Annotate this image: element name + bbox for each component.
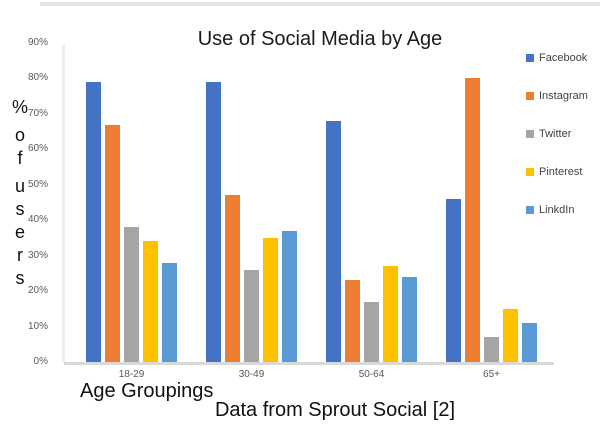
legend-label: Facebook (539, 52, 588, 64)
bar-facebook-65+ (446, 199, 461, 362)
y-axis-line (62, 45, 65, 362)
y-tick-label: 40% (27, 214, 48, 225)
y-tick-label: 60% (27, 143, 48, 154)
y-axis-label-char: e (14, 222, 25, 242)
bar-instagram-18-29 (105, 125, 120, 362)
legend-swatch-icon (526, 92, 534, 100)
legend-swatch-icon (526, 130, 534, 138)
y-axis-label-char: s (15, 199, 25, 219)
legend-label: LinkdIn (539, 204, 575, 216)
x-tick-label: 65+ (483, 369, 500, 380)
y-axis-label-char: u (14, 176, 25, 196)
x-tick-label: 30-49 (238, 369, 265, 380)
bar-facebook-30-49 (206, 82, 221, 362)
bar-facebook-50-64 (326, 121, 341, 362)
source-note: Data from Sprout Social [2] (214, 399, 456, 421)
bar-instagram-65+ (465, 78, 480, 362)
legend-entry-pinterest: Pinterest (526, 166, 588, 178)
legend-swatch-icon (526, 206, 534, 214)
y-axis-ticks: 0% 10% 20% 30% 40% 50% 60% 70% 80% 90% (0, 0, 50, 433)
y-tick-label: 30% (27, 250, 48, 261)
y-tick-label: 70% (27, 108, 48, 119)
y-axis-label-char: f (17, 148, 23, 168)
legend: Facebook Instagram Twitter Pinterest LinkdIn (526, 52, 588, 242)
bar-linkdin-65+ (522, 323, 537, 362)
bar-pinterest-50-64 (383, 266, 398, 362)
y-tick-label: 50% (27, 179, 48, 190)
top-divider-line (40, 2, 600, 6)
y-axis-label: % o f u s e r s (8, 96, 32, 290)
x-tick-label: 50-64 (358, 369, 385, 380)
bar-cluster-30-49: 30-49 (206, 82, 297, 380)
bar-twitter-30-49 (244, 270, 259, 362)
bar-linkdin-30-49 (282, 231, 297, 362)
plot-area: 18-29 30-49 50-64 65+ (62, 43, 554, 380)
legend-label: Instagram (539, 90, 588, 102)
bar-cluster-18-29: 18-29 (86, 82, 177, 380)
legend-label: Twitter (539, 128, 572, 140)
legend-swatch-icon (526, 168, 534, 176)
y-tick-label: 20% (27, 285, 48, 296)
bar-cluster-65+: 65+ (446, 78, 537, 380)
bar-twitter-18-29 (124, 227, 139, 362)
x-tick-label: 18-29 (118, 369, 145, 380)
bar-twitter-65+ (484, 337, 499, 362)
x-axis-title: Age Groupings (80, 380, 214, 402)
y-axis-label-char: r (17, 245, 23, 265)
y-tick-label: 0% (33, 356, 48, 367)
bar-facebook-18-29 (86, 82, 101, 362)
legend-entry-twitter: Twitter (526, 128, 588, 140)
y-tick-label: 80% (27, 72, 48, 83)
legend-swatch-icon (526, 54, 534, 62)
bar-cluster-50-64: 50-64 (326, 121, 417, 380)
legend-entry-linkdin: LinkdIn (526, 204, 588, 216)
y-axis-label-char: s (15, 268, 25, 288)
bar-linkdin-50-64 (402, 277, 417, 362)
y-tick-label: 10% (27, 321, 48, 332)
bar-pinterest-18-29 (143, 241, 158, 362)
bar-linkdin-18-29 (162, 263, 177, 362)
bar-instagram-50-64 (345, 280, 360, 362)
legend-entry-instagram: Instagram (526, 90, 588, 102)
bar-pinterest-65+ (503, 309, 518, 362)
bar-instagram-30-49 (225, 195, 240, 362)
bar-pinterest-30-49 (263, 238, 278, 362)
bar-twitter-50-64 (364, 302, 379, 362)
y-axis-label-char: o (14, 125, 25, 145)
y-tick-label: 90% (27, 37, 48, 48)
chart-title: Use of Social Media by Age (197, 28, 443, 50)
y-axis-label-char: % (11, 97, 28, 117)
legend-label: Pinterest (539, 166, 583, 178)
legend-entry-facebook: Facebook (526, 52, 588, 64)
